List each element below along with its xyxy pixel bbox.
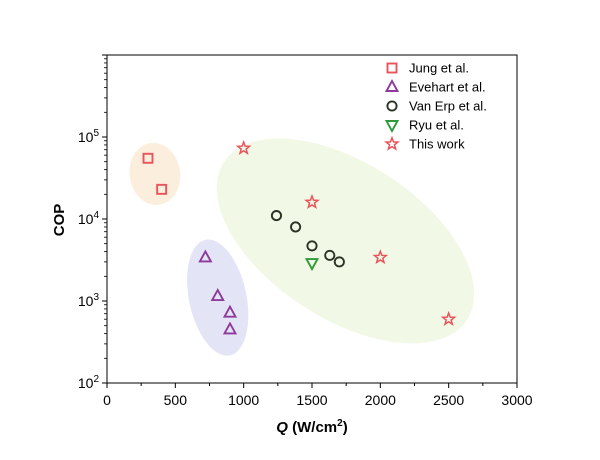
this-work-region	[216, 138, 475, 344]
x-tick-label: 2500	[433, 392, 464, 408]
van-erp-et-al-point	[333, 256, 345, 268]
y-tick-label: 105	[78, 128, 100, 145]
x-tick-label: 1500	[296, 392, 327, 408]
x-tick-label: 0	[103, 392, 111, 408]
x-tick-label: 500	[164, 392, 188, 408]
x-axis-title-unit-exponent: 2	[337, 418, 343, 429]
x-axis-title-symbol: Q	[276, 419, 288, 436]
highlight-regions	[129, 138, 475, 356]
series-this-work	[235, 139, 457, 326]
legend-item-ryu-et-al: Ryu et al.	[384, 118, 464, 133]
legend-marker-ryu-et-al	[384, 120, 400, 133]
y-tick-label-base: 10	[78, 129, 94, 145]
legend-label: Ryu et al.	[409, 118, 464, 133]
y-tick-label-exponent: 4	[93, 210, 99, 221]
y-tick-label-base: 10	[78, 211, 94, 227]
y-tick-label-base: 10	[78, 293, 94, 309]
legend-item-this-work: This work	[384, 135, 465, 152]
y-tick-label: 102	[78, 374, 100, 391]
legend-marker-evehart-et-al	[384, 79, 400, 92]
x-tick-label: 1000	[228, 392, 259, 408]
x-tick-label: 2000	[365, 392, 396, 408]
y-tick-label-base: 10	[78, 375, 94, 391]
y-tick-label: 104	[78, 210, 100, 227]
this-work-point	[304, 193, 320, 210]
jung-et-al-point	[142, 152, 154, 164]
van-erp-et-al-point	[324, 249, 336, 261]
y-tick-label: 103	[78, 292, 100, 309]
jung-et-al-point	[156, 183, 168, 195]
evehart-et-al-point	[222, 304, 238, 318]
legend-marker-van-erp-et-al	[386, 100, 398, 112]
van-erp-et-al-point	[270, 210, 283, 222]
x-axis-ticks: 0 500 1000 1500 2000 2500 3000	[103, 383, 533, 408]
van-erp-et-al-point	[290, 221, 302, 233]
y-axis-title: COP	[51, 204, 68, 237]
jung-region	[129, 142, 181, 205]
evehart-et-al-point	[222, 321, 238, 335]
series-van-erp-et-al	[270, 210, 345, 268]
series-evehart-et-al	[198, 249, 238, 335]
legend-marker-jung-et-al	[386, 62, 398, 74]
legend-item-evehart-et-al: Evehart et al.	[384, 79, 486, 95]
legend-item-jung-et-al: Jung et al.	[386, 61, 469, 76]
x-axis-title: Q (W/cm2)	[276, 418, 347, 436]
legend: Jung et al. Evehart et al. Van Erp et al. R…	[384, 61, 487, 152]
this-work-point	[372, 249, 389, 265]
legend-item-van-erp-et-al: Van Erp et al.	[386, 99, 487, 114]
series-jung-et-al	[142, 152, 168, 195]
legend-label: This work	[409, 137, 465, 152]
x-axis-title-unit: (W/cm	[288, 419, 337, 436]
legend-marker-this-work	[384, 135, 400, 151]
legend-label: Evehart et al.	[409, 80, 486, 95]
y-tick-label-exponent: 5	[93, 128, 99, 139]
ryu-et-al-point	[304, 258, 320, 272]
x-axis-title-unit-close: )	[343, 419, 348, 436]
x-tick-label: 3000	[501, 392, 532, 408]
legend-label: Van Erp et al.	[409, 99, 487, 114]
y-tick-label-exponent: 2	[93, 374, 99, 385]
van-erp-et-al-point	[306, 240, 318, 252]
this-work-point	[235, 139, 252, 155]
this-work-point	[440, 310, 457, 326]
series-ryu-et-al	[304, 258, 320, 272]
data-points	[142, 139, 457, 335]
evehart-et-al-point	[198, 249, 213, 263]
evehart-region	[187, 239, 249, 356]
evehart-et-al-point	[210, 288, 225, 301]
y-tick-label-exponent: 3	[93, 292, 99, 303]
legend-label: Jung et al.	[409, 61, 469, 76]
